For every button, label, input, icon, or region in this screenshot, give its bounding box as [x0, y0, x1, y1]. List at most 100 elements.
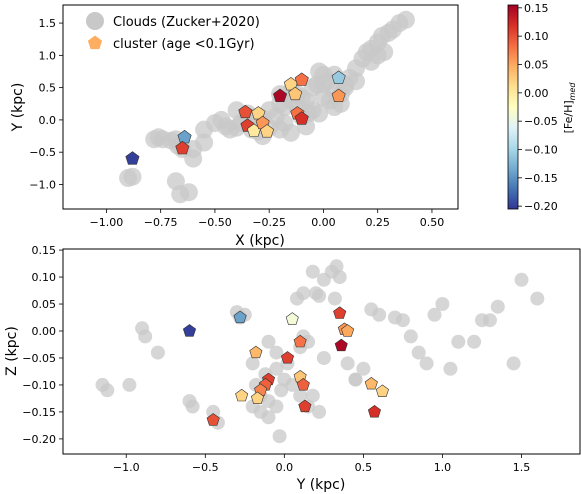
- yz-cloud-point: [206, 404, 221, 419]
- yz-ylabel: Z (kpc): [4, 326, 20, 376]
- yz-ytick-label: −0.15: [22, 406, 56, 419]
- xy-cloud-point: [123, 167, 142, 186]
- colorbar-tick-label: 0.05: [524, 59, 549, 72]
- xy-cloud-point: [195, 133, 214, 152]
- xy-cluster-point: [125, 151, 140, 165]
- yz-cloud-point: [451, 334, 466, 349]
- yz-cloud-point: [269, 345, 284, 360]
- yz-ytick-label: −0.10: [22, 379, 56, 392]
- yz-cluster-point: [206, 413, 220, 426]
- xy-cluster-point: [238, 104, 253, 119]
- xy-cluster-point: [331, 88, 346, 102]
- yz-cloud-point: [305, 264, 320, 279]
- xy-cloud-point: [171, 185, 190, 204]
- yz-cloud-point: [122, 377, 137, 392]
- xy-xtick-label: −0.25: [252, 216, 286, 229]
- xy-xlabel: X (kpc): [235, 233, 285, 249]
- yz-cloud-point: [514, 272, 529, 287]
- xy-cloud-point: [347, 72, 365, 91]
- xy-panel: −1.00 −0.75 −0.50 −0.25 0.00 0.25 0.50 −1.0 −0.5…: [10, 4, 459, 249]
- yz-cloud-point: [348, 372, 363, 387]
- colorbar-gradient: [507, 4, 519, 210]
- yz-cluster-point: [298, 399, 312, 413]
- yz-cloud-point: [150, 345, 165, 360]
- xy-ytick-label: 0.5: [39, 82, 57, 95]
- yz-cloud-point: [482, 313, 497, 328]
- xy-cluster-point: [260, 124, 275, 138]
- yz-cloud-point: [411, 345, 426, 360]
- colorbar: 0.15 0.10 0.05 0.00 −0.05 −0.10 −0.15 −0.20 [Fe…: [507, 2, 577, 213]
- legend: Clouds (Zucker+2020) cluster (age <0.1Gy…: [86, 12, 260, 52]
- xy-cluster-point: [288, 86, 303, 101]
- colorbar-tick-label: −0.05: [524, 115, 558, 128]
- colorbar-tick-label: 0.15: [524, 2, 549, 15]
- colorbar-tick-label: −0.20: [524, 200, 558, 213]
- yz-cluster-point: [296, 378, 310, 391]
- yz-cluster-point: [285, 312, 299, 325]
- yz-cloud-point: [419, 356, 434, 371]
- yz-cloud-point: [329, 259, 344, 274]
- yz-cloud-point: [435, 297, 450, 311]
- yz-cluster-point: [334, 338, 348, 352]
- yz-cloud-point: [272, 429, 287, 444]
- yz-cloud-point: [332, 270, 347, 285]
- yz-cluster-point: [333, 306, 347, 319]
- yz-cloud-point: [312, 288, 327, 303]
- xy-cloud-point: [396, 10, 415, 29]
- xy-axes-frame: [62, 4, 459, 210]
- yz-cloud-point: [261, 334, 276, 349]
- yz-cloud-point: [305, 388, 320, 403]
- yz-cloud-point: [293, 388, 308, 403]
- yz-xlabel: Y (kpc): [296, 477, 346, 493]
- yz-cluster-point: [364, 377, 378, 390]
- yz-cluster-point: [341, 324, 355, 337]
- colorbar-tick-label: −0.15: [524, 172, 558, 185]
- xy-cluster-point: [294, 72, 309, 86]
- yz-cluster-point: [375, 384, 389, 398]
- xy-cloud-point: [184, 149, 203, 168]
- yz-cluster-point: [280, 351, 295, 364]
- yz-ytick-label: 0.15: [32, 244, 57, 257]
- xy-ytick-label: 0.0: [39, 114, 57, 127]
- yz-cloud-point: [138, 329, 153, 344]
- yz-ytick-label: −0.20: [22, 433, 56, 446]
- yz-cloud-point: [296, 286, 311, 301]
- xy-xtick-label: −1.00: [90, 216, 124, 229]
- yz-cloud-point: [427, 307, 442, 322]
- xy-cluster-point: [294, 111, 309, 125]
- xy-xtick-label: 0.00: [311, 216, 336, 229]
- yz-xtick-label: −0.5: [192, 461, 219, 474]
- yz-cloud-point: [490, 299, 505, 314]
- yz-cloud-point: [340, 356, 355, 371]
- legend-cluster-label: cluster (age <0.1Gyr): [113, 37, 255, 52]
- yz-cloud-point: [443, 361, 458, 376]
- yz-cloud-point: [467, 334, 482, 349]
- yz-cloud-point: [395, 313, 410, 328]
- yz-cluster-point: [250, 391, 264, 405]
- yz-cloud-point: [312, 404, 327, 419]
- xy-ytick-label: −0.5: [29, 146, 56, 159]
- xy-ytick-label: 1.5: [39, 17, 57, 30]
- yz-xtick-label: −1.0: [113, 461, 140, 474]
- xy-cloud-point: [314, 88, 333, 107]
- colorbar-tick-label: 0.10: [524, 30, 549, 43]
- yz-ytick-label: 0.00: [32, 325, 57, 338]
- xy-cloud-point: [362, 52, 381, 71]
- yz-cloud-point: [269, 361, 284, 376]
- yz-cluster-point: [367, 405, 381, 418]
- yz-cloud-point: [356, 361, 371, 376]
- yz-cloud-point: [274, 383, 289, 398]
- yz-ytick-label: 0.10: [32, 271, 57, 284]
- yz-cluster-point: [293, 334, 307, 348]
- yz-cluster-point: [249, 345, 263, 359]
- xy-xtick-label: 0.25: [365, 216, 390, 229]
- yz-xtick-label: 0.5: [355, 461, 373, 474]
- yz-cloud-point: [403, 329, 418, 344]
- yz-cluster-point: [233, 310, 247, 324]
- legend-cluster-marker: [87, 35, 103, 50]
- yz-cloud-point: [245, 356, 260, 371]
- xy-xtick-label: −0.50: [198, 216, 232, 229]
- yz-cloud-point: [185, 399, 200, 414]
- xy-cluster-point: [331, 70, 346, 84]
